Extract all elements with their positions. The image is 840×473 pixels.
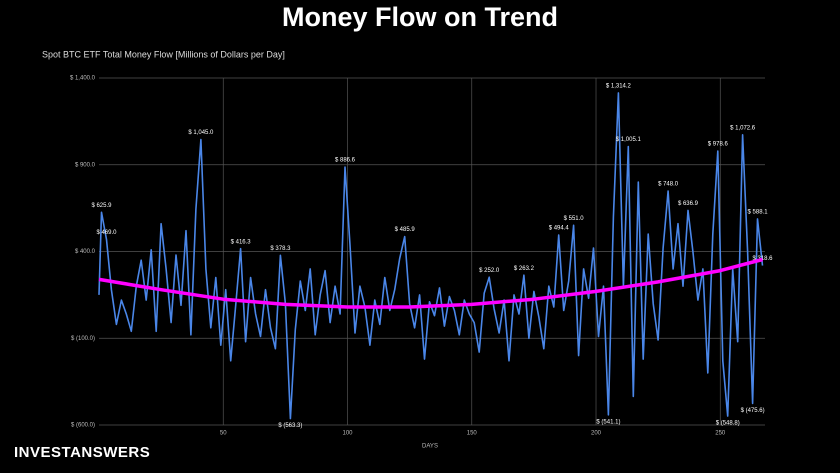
chart-title: Money Flow on Trend: [282, 2, 558, 32]
y-tick-label: $ (100.0): [71, 336, 95, 342]
data-label: $ 378.3: [270, 246, 291, 252]
data-label: $ 416.3: [231, 239, 252, 245]
y-tick-label: $ 900.0: [75, 162, 96, 168]
data-label: $ 263.2: [514, 266, 535, 272]
data-label: $ (548.8): [716, 421, 740, 427]
chart-subtitle: Spot BTC ETF Total Money Flow [Millions …: [42, 49, 285, 59]
data-label: $ 494.4: [549, 226, 570, 232]
y-tick-label: $ 1,400.0: [70, 76, 96, 82]
x-tick-label: 200: [591, 431, 602, 437]
data-label: $ (475.6): [741, 408, 765, 414]
x-tick-label: 50: [220, 431, 227, 437]
data-label: $ 978.6: [708, 142, 729, 148]
data-label: $ (541.1): [596, 419, 620, 425]
data-label: $ 551.0: [564, 216, 585, 222]
flow-line: [98, 92, 764, 420]
data-label: $ 625.9: [91, 203, 112, 209]
x-tick-label: 250: [715, 431, 726, 437]
data-label: $ 1,072.6: [730, 125, 756, 131]
data-label: $ 1,005.1: [616, 137, 642, 143]
data-label: $ 318.6: [752, 256, 773, 262]
y-tick-label: $ 400.0: [75, 249, 96, 255]
data-label: $ 1,045.0: [188, 130, 214, 136]
data-label: $ 1,314.2: [606, 83, 632, 89]
x-axis-label: DAYS: [422, 444, 438, 450]
trend-line: [98, 257, 763, 309]
data-label: $ 636.9: [678, 201, 699, 207]
data-label: $ 748.0: [658, 182, 679, 188]
brand-logo: INVESTANSWERS: [14, 444, 150, 461]
data-label: $ 252.0: [479, 268, 500, 274]
data-label: $ 886.6: [335, 158, 356, 164]
data-label: $ 469.0: [96, 230, 117, 236]
data-label: $ 588.1: [748, 209, 769, 215]
data-label: $ 485.9: [395, 227, 416, 233]
y-tick-label: $ (600.0): [71, 423, 95, 429]
x-tick-label: 100: [342, 431, 353, 437]
data-label: $ (563.3): [278, 423, 302, 429]
x-tick-label: 150: [467, 431, 478, 437]
